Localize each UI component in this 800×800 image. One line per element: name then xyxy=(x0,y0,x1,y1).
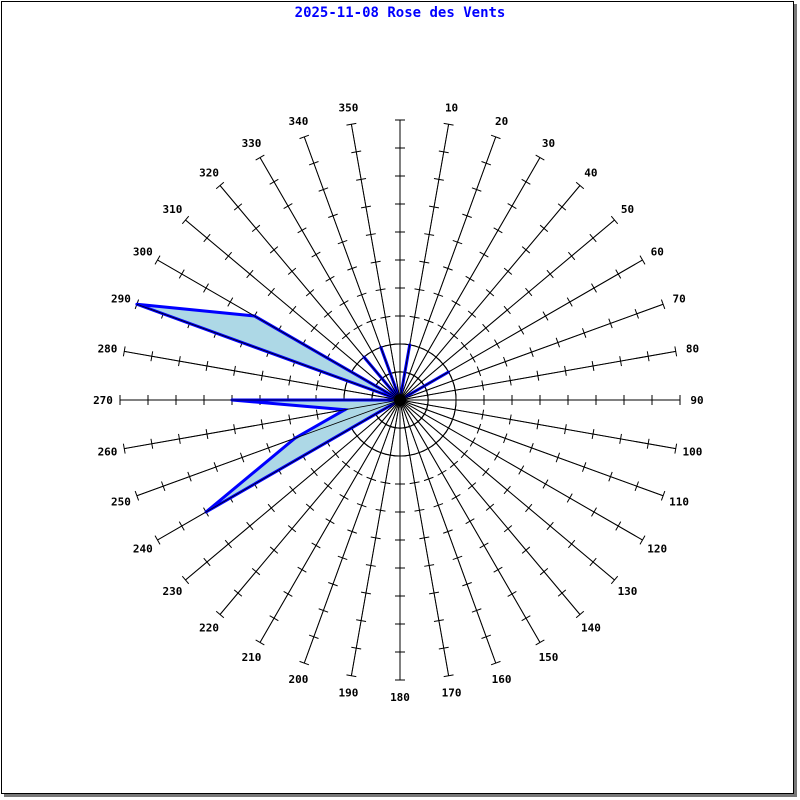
direction-label: 180 xyxy=(390,691,410,704)
direction-label: 350 xyxy=(338,102,358,115)
spoke-overlay xyxy=(124,350,401,401)
spoke-overlay xyxy=(157,259,401,401)
center-hub xyxy=(394,394,406,406)
spoke-overlay xyxy=(399,136,497,401)
direction-label: 40 xyxy=(584,166,597,179)
spoke-overlay xyxy=(399,399,676,450)
direction-label: 310 xyxy=(163,203,183,216)
spoke-overlay xyxy=(399,303,664,401)
spoke-overlay xyxy=(303,136,401,401)
direction-label: 140 xyxy=(581,622,601,635)
direction-label: 190 xyxy=(338,686,358,699)
spoke-overlay xyxy=(399,399,664,497)
tick-mark xyxy=(443,674,454,678)
direction-label: 160 xyxy=(492,673,512,686)
direction-label: 100 xyxy=(683,446,703,459)
direction-label: 50 xyxy=(621,203,634,216)
spoke-overlay xyxy=(124,399,401,450)
direction-label: 110 xyxy=(669,496,689,509)
direction-label: 290 xyxy=(111,292,131,305)
spoke-overlay xyxy=(399,157,541,401)
direction-label: 60 xyxy=(651,246,664,259)
spoke-overlay xyxy=(399,399,450,676)
direction-label: 220 xyxy=(199,622,219,635)
spoke-overlay xyxy=(399,185,581,401)
spoke-overlay xyxy=(303,399,401,664)
direction-label: 300 xyxy=(133,246,153,259)
tick-mark xyxy=(346,674,357,678)
spoke-overlay xyxy=(350,399,401,676)
spoke-overlay xyxy=(399,399,615,581)
spoke-overlay xyxy=(399,124,450,401)
direction-label: 260 xyxy=(98,446,118,459)
spoke-overlay xyxy=(136,399,401,497)
direction-label: 20 xyxy=(495,115,508,128)
direction-label: 130 xyxy=(618,585,638,598)
spoke-overlay xyxy=(399,399,541,643)
direction-label: 70 xyxy=(672,292,685,305)
spoke-overlay xyxy=(185,219,401,401)
direction-label: 240 xyxy=(133,543,153,556)
direction-label: 340 xyxy=(288,115,308,128)
spoke-overlay xyxy=(399,399,643,541)
spoke-overlay xyxy=(185,399,401,581)
direction-label: 230 xyxy=(163,585,183,598)
tick-mark xyxy=(674,443,678,454)
tick-mark xyxy=(674,346,678,357)
spoke-overlay xyxy=(399,399,581,615)
spoke-overlay xyxy=(350,124,401,401)
direction-label: 120 xyxy=(647,543,667,556)
direction-label: 320 xyxy=(199,166,219,179)
direction-label: 80 xyxy=(686,342,699,355)
spoke-overlay xyxy=(219,185,401,401)
spoke-overlay xyxy=(399,219,615,401)
spoke-overlay xyxy=(136,303,401,401)
spoke-overlay xyxy=(259,157,401,401)
direction-label: 30 xyxy=(542,137,555,150)
direction-label: 280 xyxy=(98,342,118,355)
direction-label: 270 xyxy=(93,394,113,407)
direction-label: 150 xyxy=(539,651,559,664)
spoke-overlay xyxy=(259,399,401,643)
spoke-overlay xyxy=(399,259,643,401)
spoke-overlay xyxy=(219,399,401,615)
spoke-overlay xyxy=(399,399,497,664)
direction-label: 10 xyxy=(445,102,458,115)
direction-label: 330 xyxy=(242,137,262,150)
direction-label: 210 xyxy=(242,651,262,664)
direction-label: 90 xyxy=(690,394,703,407)
direction-label: 170 xyxy=(442,686,462,699)
spoke-overlay xyxy=(157,399,401,541)
direction-label: 200 xyxy=(288,673,308,686)
direction-label: 250 xyxy=(111,496,131,509)
spoke-overlay xyxy=(399,350,676,401)
chart-title: 2025-11-08 Rose des Vents xyxy=(294,5,506,21)
